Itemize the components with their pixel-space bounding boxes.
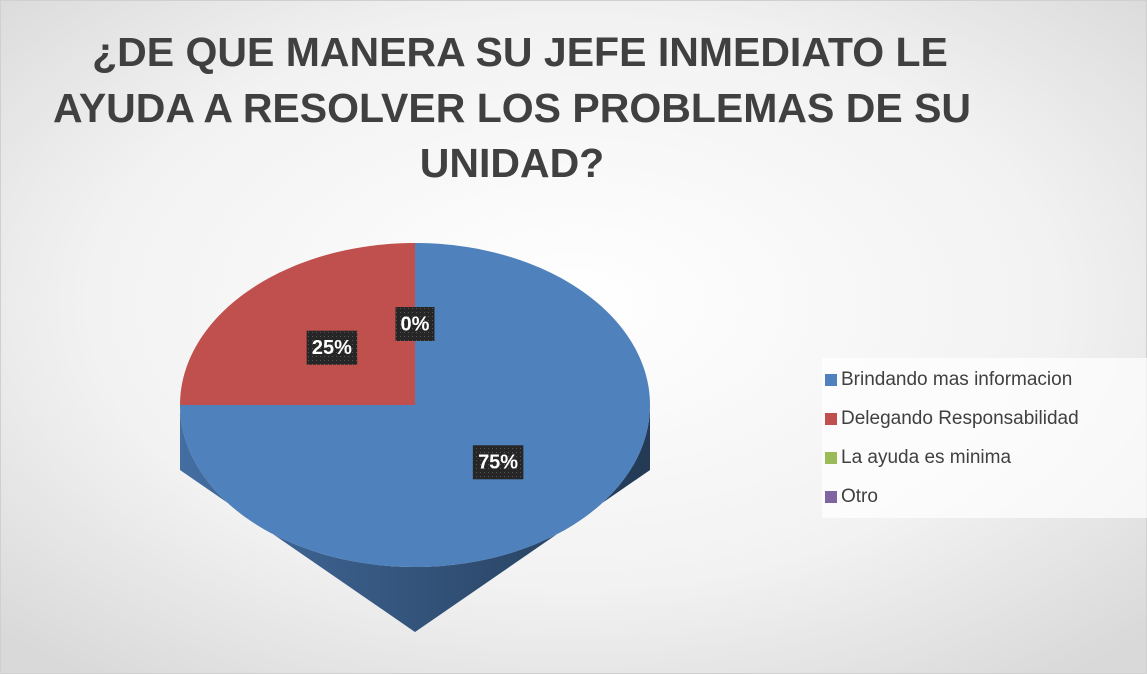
legend-swatch — [825, 491, 837, 503]
legend-label: La ayuda es minima — [841, 447, 1011, 468]
legend-swatch — [825, 413, 837, 425]
chart-title: UNIDAD? — [420, 140, 604, 186]
legend-label: Delegando Responsabilidad — [841, 408, 1079, 429]
legend-label: Otro — [841, 486, 878, 507]
pie-side-shade — [180, 405, 650, 632]
legend-swatch — [825, 374, 837, 386]
data-label: 25% — [312, 337, 352, 359]
chart-title: AYUDA A RESOLVER LOS PROBLEMAS DE SU — [53, 85, 971, 131]
legend-swatch — [825, 452, 837, 464]
data-label-box — [306, 330, 358, 365]
data-label: 0% — [401, 313, 430, 335]
chart-title: ¿DE QUE MANERA SU JEFE INMEDIATO LE — [92, 29, 948, 75]
data-label: 75% — [478, 452, 518, 474]
data-label-box — [395, 307, 435, 341]
data-label-box — [472, 445, 524, 480]
legend-label: Brindando mas informacion — [841, 369, 1072, 390]
legend-background — [822, 358, 1147, 518]
